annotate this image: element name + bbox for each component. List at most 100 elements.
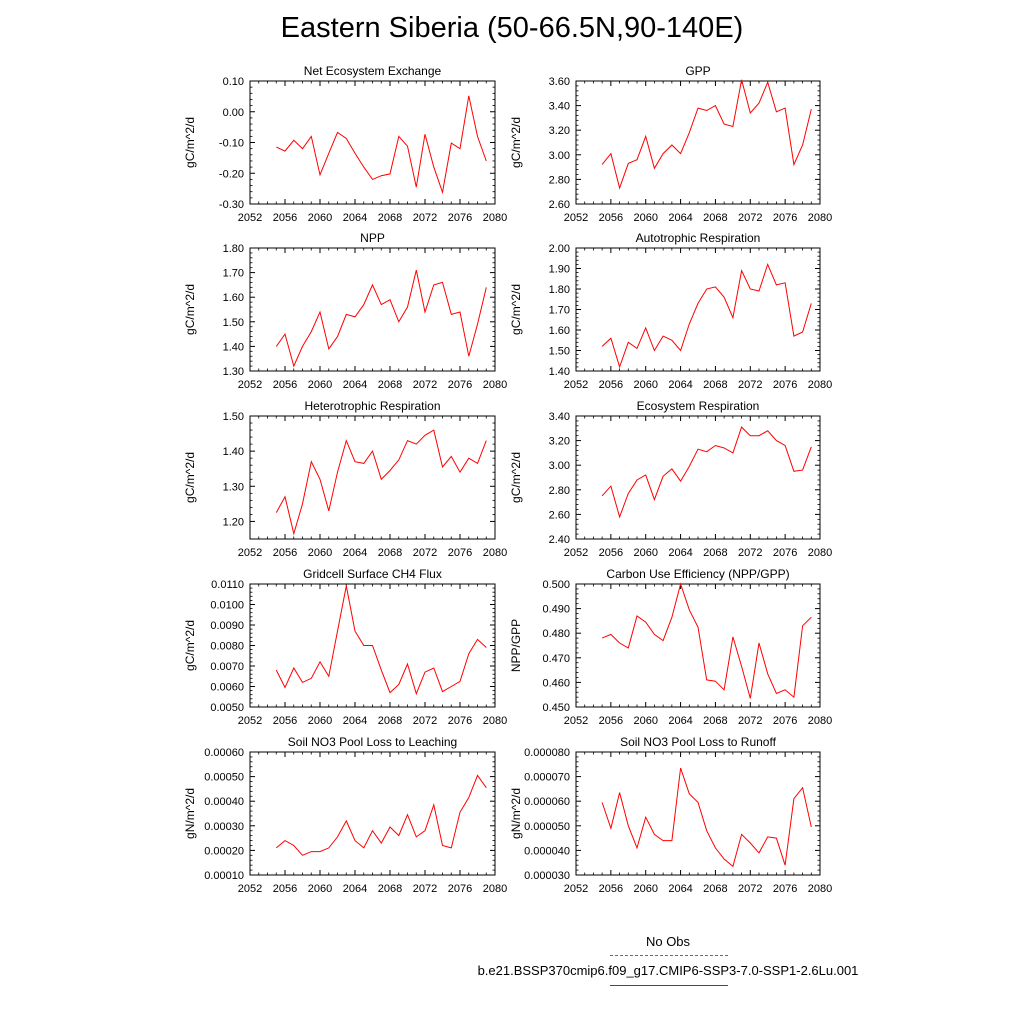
x-tick-label: 2064: [343, 379, 367, 391]
x-tick-label: 2052: [564, 715, 588, 727]
x-tick-label: 2076: [773, 547, 797, 559]
x-tick-label: 2080: [808, 547, 832, 559]
y-tick-label: 2.00: [549, 243, 570, 255]
chart-panel-3: NPP gC/m^2/d 2052 2056 2060 2064 2068 2072 2076 2…: [183, 231, 507, 391]
x-tick-label: 2060: [633, 715, 657, 727]
series-line: [275, 269, 487, 368]
x-tick-label: 2052: [238, 547, 262, 559]
y-tick-label: 2.60: [549, 509, 570, 521]
x-tick-label: 2076: [448, 883, 472, 895]
y-axis-label: gC/m^2/d: [183, 620, 197, 671]
y-tick-label: 0.460: [542, 677, 570, 689]
x-tick-label: 2080: [808, 883, 832, 895]
x-tick-label: 2056: [599, 547, 623, 559]
y-tick-label: 0.10: [223, 76, 244, 88]
y-tick-label: 3.20: [549, 436, 570, 448]
x-tick-label: 2060: [633, 547, 657, 559]
x-tick-label: 2064: [668, 547, 692, 559]
y-tick-label: 0.500: [542, 579, 570, 591]
x-tick-label: 2072: [738, 212, 762, 224]
y-tick-label: 0.0050: [210, 702, 244, 714]
x-tick-label: 2080: [483, 883, 507, 895]
x-tick-label: 2052: [238, 379, 262, 391]
y-tick-label: 1.60: [223, 292, 244, 304]
series-line: [275, 774, 487, 856]
x-tick-label: 2068: [703, 212, 727, 224]
series-line: [601, 79, 812, 190]
y-tick-label: 1.30: [223, 366, 244, 378]
page-title: Eastern Siberia (50-66.5N,90-140E): [280, 12, 744, 44]
y-tick-label: 2.80: [549, 485, 570, 497]
x-tick-label: 2052: [238, 715, 262, 727]
y-tick-label: 1.50: [549, 346, 570, 358]
x-tick-label: 2056: [599, 715, 623, 727]
y-tick-label: 0.000080: [524, 747, 570, 759]
x-tick-label: 2056: [273, 212, 297, 224]
y-tick-label: 3.00: [549, 460, 570, 472]
y-tick-label: 0.490: [542, 604, 570, 616]
chart-panel-8: Carbon Use Efficiency (NPP/GPP) NPP/GPP 20…: [509, 567, 832, 727]
x-tick-label: 2052: [564, 212, 588, 224]
plot-frame: [575, 247, 821, 372]
chart-title: Heterotrophic Respiration: [304, 399, 440, 413]
y-tick-label: 1.40: [223, 446, 244, 458]
y-axis-label: gC/m^2/d: [509, 452, 523, 503]
x-tick-label: 2076: [773, 883, 797, 895]
y-tick-label: 1.50: [223, 317, 244, 329]
y-tick-label: 0.000060: [524, 796, 570, 808]
chart-panel-9: Soil NO3 Pool Loss to Leaching gN/m^2/d 20…: [183, 735, 507, 895]
x-tick-label: 2076: [448, 547, 472, 559]
x-tick-label: 2064: [343, 715, 367, 727]
x-tick-label: 2068: [703, 715, 727, 727]
x-tick-label: 2060: [633, 379, 657, 391]
y-tick-label: 3.20: [549, 125, 570, 137]
y-axis-label: NPP/GPP: [509, 619, 523, 672]
x-tick-label: 2072: [413, 212, 437, 224]
x-tick-label: 2072: [738, 715, 762, 727]
x-tick-label: 2068: [703, 883, 727, 895]
chart-title: Carbon Use Efficiency (NPP/GPP): [606, 567, 789, 581]
y-tick-label: 1.70: [549, 305, 570, 317]
x-tick-label: 2080: [808, 212, 832, 224]
plot-frame: [575, 415, 821, 540]
y-tick-label: 0.000040: [524, 845, 570, 857]
x-tick-label: 2076: [448, 212, 472, 224]
y-tick-label: 0.0080: [210, 641, 244, 653]
x-tick-label: 2064: [668, 212, 692, 224]
x-tick-label: 2060: [308, 379, 332, 391]
y-tick-label: 3.40: [549, 411, 570, 423]
x-tick-label: 2080: [808, 379, 832, 391]
y-tick-label: 1.70: [223, 268, 244, 280]
x-tick-label: 2052: [238, 212, 262, 224]
y-tick-label: 0.450: [542, 702, 570, 714]
x-tick-label: 2072: [413, 379, 437, 391]
y-tick-label: -0.20: [219, 168, 244, 180]
x-tick-label: 2076: [773, 212, 797, 224]
y-tick-label: 0.480: [542, 628, 570, 640]
y-tick-label: 0.00: [223, 107, 244, 119]
x-tick-label: 2056: [599, 212, 623, 224]
y-tick-label: 0.470: [542, 653, 570, 665]
y-tick-label: 1.90: [549, 264, 570, 276]
y-axis-label: gN/m^2/d: [509, 788, 523, 839]
y-tick-label: 0.0060: [210, 682, 244, 694]
x-tick-label: 2064: [343, 883, 367, 895]
chart-panel-1: Net Ecosystem Exchange gC/m^2/d 2052 2056 20…: [183, 64, 507, 224]
y-tick-label: 3.00: [549, 150, 570, 162]
x-tick-label: 2072: [738, 883, 762, 895]
chart-title: Gridcell Surface CH4 Flux: [303, 567, 442, 581]
y-tick-label: -0.10: [219, 138, 244, 150]
y-tick-label: 1.20: [223, 516, 244, 528]
y-tick-label: 1.60: [549, 325, 570, 337]
chart-title: GPP: [685, 64, 710, 78]
x-tick-label: 2056: [599, 883, 623, 895]
y-tick-label: 3.40: [549, 101, 570, 113]
y-tick-label: 3.60: [549, 76, 570, 88]
y-tick-label: 0.0090: [210, 620, 244, 632]
plot-frame: [575, 751, 821, 876]
x-tick-label: 2056: [599, 379, 623, 391]
x-tick-label: 2060: [308, 212, 332, 224]
y-tick-label: 1.80: [223, 243, 244, 255]
y-tick-label: 0.00050: [204, 772, 244, 784]
